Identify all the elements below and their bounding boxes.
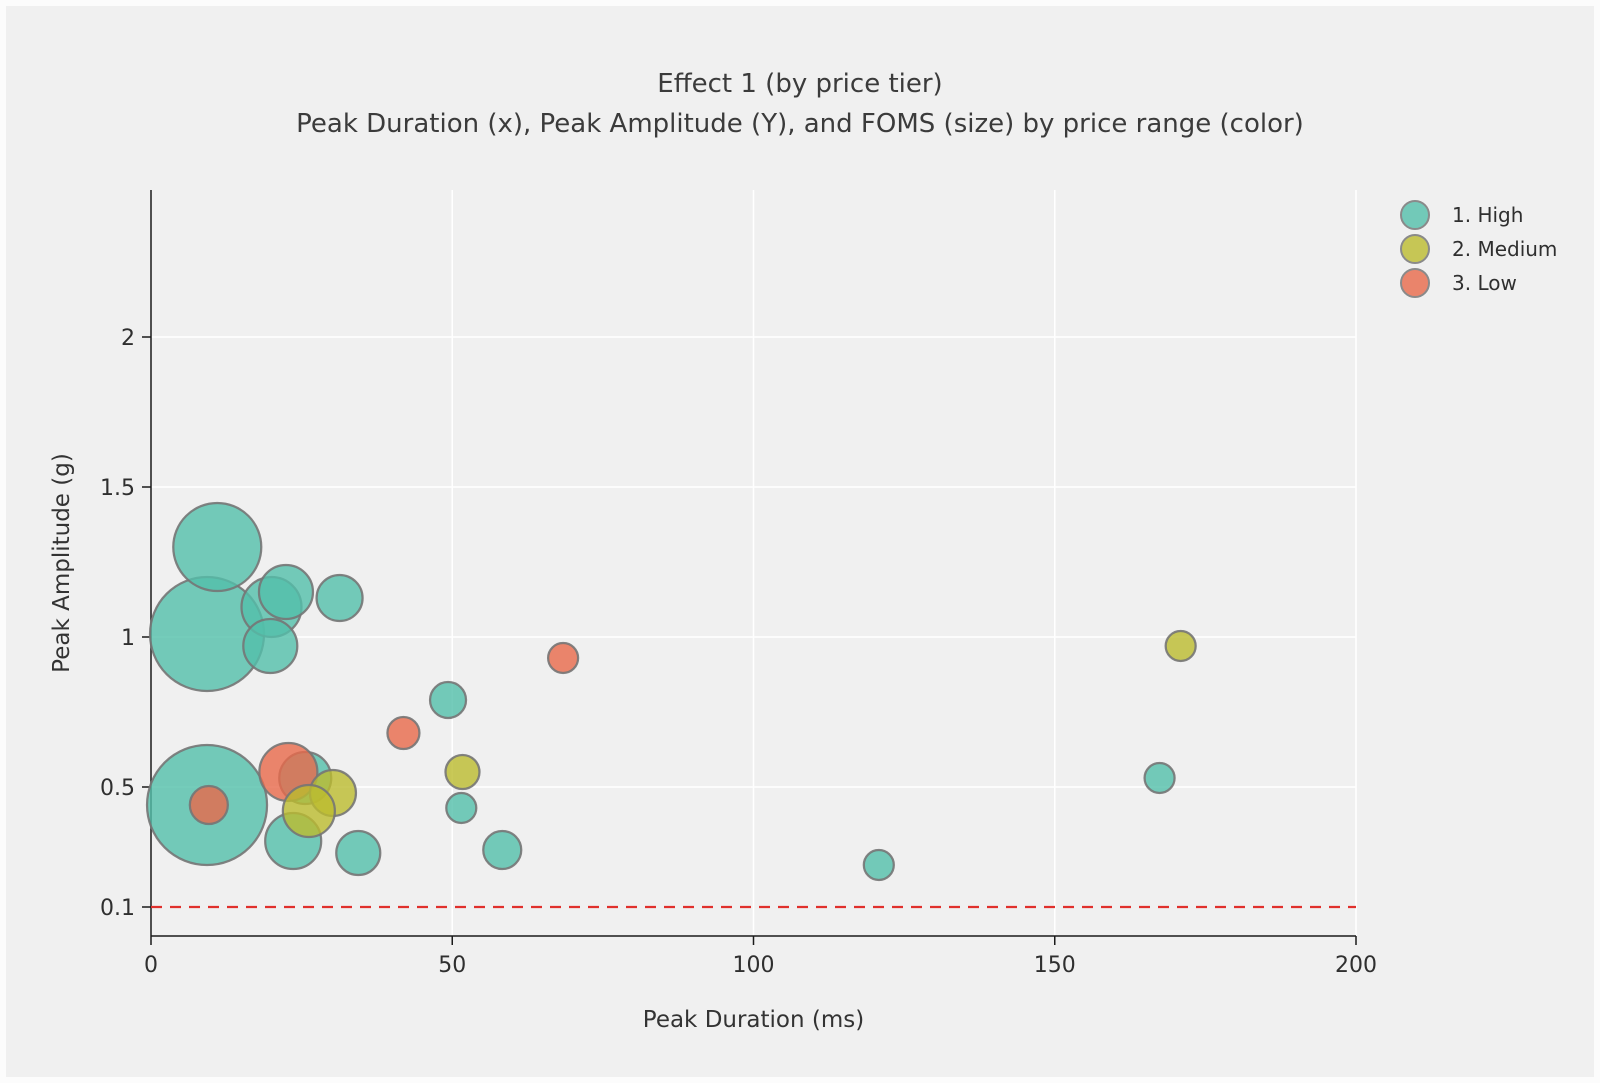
chart-titles: Effect 1 (by price tier) Peak Duration (… (0, 64, 1600, 144)
x-tick-label: 100 (733, 953, 775, 978)
legend-item: 2. Medium (1400, 234, 1558, 264)
legend-item: 3. Low (1400, 268, 1557, 298)
bubble--medium (1164, 629, 1197, 663)
bubble--high (242, 617, 299, 675)
x-tick-label: 200 (1335, 953, 1377, 978)
bubble--high (482, 829, 523, 871)
legend-label: 2. Medium (1452, 237, 1558, 261)
legend: 1. High 2. Medium 3. Low (1400, 200, 1558, 303)
x-tick-label: 150 (1034, 953, 1076, 978)
y-tick-label: 1 (121, 626, 135, 651)
legend-label: 1. High (1452, 203, 1524, 227)
legend-swatch-icon (1400, 200, 1430, 230)
bubble--low (386, 715, 421, 751)
bubble--high (445, 791, 478, 825)
x-tick-label: 0 (144, 953, 158, 978)
bubble--medium (444, 753, 481, 791)
bubble--low (188, 784, 229, 826)
y-axis-label: Peak Amplitude (g) (49, 453, 75, 673)
x-tick-label: 50 (438, 953, 466, 978)
bubble--high (172, 501, 263, 593)
bubble--low (546, 641, 580, 675)
y-tick-label: 1.5 (100, 476, 135, 501)
bubble--high (1143, 761, 1176, 795)
bubble--high (335, 829, 382, 877)
legend-label: 3. Low (1452, 271, 1517, 295)
bubble--high (428, 680, 468, 720)
y-tick-label: 0.1 (100, 896, 135, 921)
legend-swatch-icon (1400, 268, 1430, 298)
bubble--high (862, 848, 895, 882)
x-axis-label: Peak Duration (ms) (642, 1007, 865, 1033)
chart-title: Effect 1 (by price tier) (657, 69, 943, 99)
bubble--high (257, 563, 315, 621)
bubble--high (315, 573, 364, 623)
bubble--medium (281, 783, 336, 839)
chart-subtitle: Peak Duration (x), Peak Amplitude (Y), a… (296, 109, 1304, 139)
y-tick-label: 0.5 (100, 776, 135, 801)
legend-item: 1. High (1400, 200, 1557, 230)
legend-swatch-icon (1400, 234, 1430, 264)
y-tick-label: 2 (121, 326, 135, 351)
